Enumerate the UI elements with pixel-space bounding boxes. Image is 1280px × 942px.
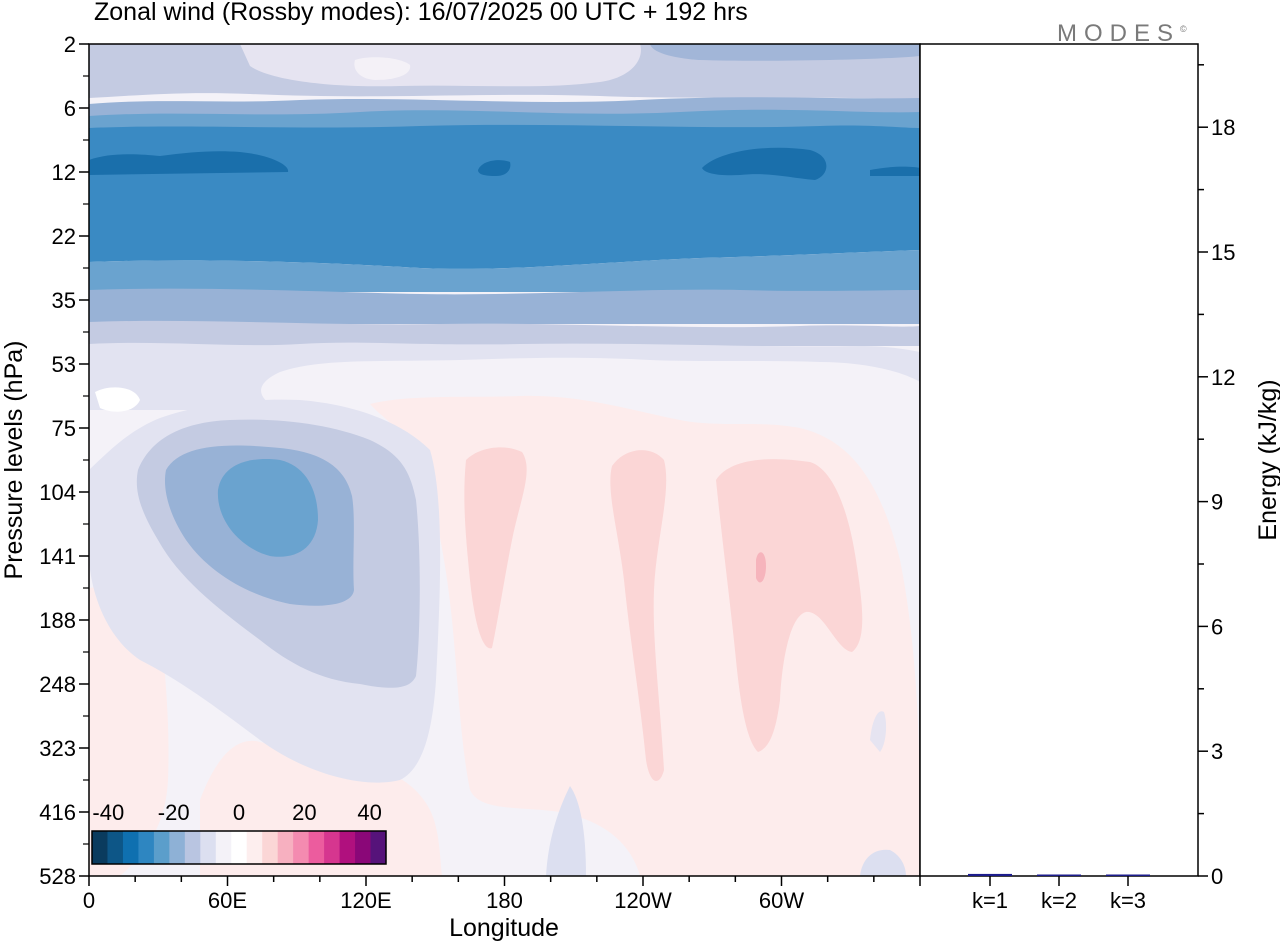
y-tick-label: 53 bbox=[52, 352, 76, 377]
colorbar-swatch bbox=[262, 831, 279, 864]
colorbar-swatch bbox=[308, 831, 325, 864]
trough-core bbox=[217, 459, 318, 557]
x-tick-label: 180 bbox=[486, 888, 523, 913]
band-30hpa bbox=[89, 250, 920, 292]
colorbar-swatch bbox=[138, 831, 155, 864]
colorbar-swatch bbox=[277, 831, 294, 864]
jet-core-east bbox=[702, 147, 827, 180]
y-tick-label: 35 bbox=[52, 288, 76, 313]
colorbar-swatch bbox=[200, 831, 217, 864]
energy-bar bbox=[1106, 874, 1150, 876]
energy-y-tick-label: 12 bbox=[1211, 365, 1235, 390]
y-tick-label: 104 bbox=[39, 480, 76, 505]
band-60hpa bbox=[89, 342, 920, 410]
jet-core-mid bbox=[478, 160, 511, 176]
energy-y-tick-label: 3 bbox=[1211, 739, 1223, 764]
energy-bars: k=1 k=2 k=3 bbox=[968, 873, 1150, 913]
jet-core-east-edge bbox=[870, 166, 920, 176]
brand-mark: © bbox=[1180, 24, 1187, 34]
longitude-axis: 0 60E 120E 180 120W 60W bbox=[83, 876, 921, 913]
colorbar-swatch bbox=[355, 831, 372, 864]
colorbar-swatch bbox=[246, 831, 263, 864]
negative-blob-south-1 bbox=[546, 786, 586, 876]
energy-axis-label: Energy (kJ/kg) bbox=[1254, 379, 1280, 540]
pressure-axis: 2 6 12 22 35 53 75 104 141 188 248 323 416 528 bbox=[39, 32, 89, 889]
colorbar-tick-label: 0 bbox=[233, 800, 245, 825]
energy-bar bbox=[968, 873, 1012, 876]
negative-blob-south-3 bbox=[870, 711, 887, 752]
y-tick-label: 22 bbox=[52, 224, 76, 249]
band-core bbox=[89, 124, 920, 269]
upper-tropo-white-patch bbox=[95, 387, 140, 412]
energy-category-label: k=3 bbox=[1110, 888, 1146, 913]
negative-blob-south-2 bbox=[860, 849, 906, 876]
colorbar-swatch bbox=[231, 831, 248, 864]
positive-tongue-1 bbox=[464, 447, 527, 649]
colorbar-swatch bbox=[324, 831, 341, 864]
y-tick-label: 248 bbox=[39, 672, 76, 697]
x-axis-label: Longitude bbox=[449, 914, 559, 942]
colorbar-tick-label: -20 bbox=[158, 800, 190, 825]
band-40hpa bbox=[89, 288, 920, 324]
positive-tongue-3 bbox=[716, 459, 863, 752]
energy-panel-frame bbox=[919, 43, 1199, 877]
y-tick-label: 12 bbox=[52, 160, 76, 185]
y-tick-label: 323 bbox=[39, 736, 76, 761]
y-tick-label: 6 bbox=[64, 96, 76, 121]
colorbar-swatch bbox=[215, 831, 232, 864]
y-tick-label: 188 bbox=[39, 608, 76, 633]
colorbar-swatch bbox=[370, 831, 387, 864]
colorbar-swatch bbox=[293, 831, 310, 864]
energy-category-label: k=2 bbox=[1041, 888, 1077, 913]
colorbar: -40 -20 0 20 40 bbox=[91, 800, 387, 865]
colorbar-swatch bbox=[107, 831, 124, 864]
y-tick-label: 416 bbox=[39, 800, 76, 825]
energy-axis: 0 3 6 9 12 15 18 bbox=[1198, 64, 1235, 889]
energy-category-label: k=1 bbox=[972, 888, 1008, 913]
y-axis-label: Pressure levels (hPa) bbox=[0, 341, 28, 580]
energy-y-tick-label: 18 bbox=[1211, 115, 1235, 140]
y-tick-label: 528 bbox=[39, 864, 76, 889]
colorbar-tick-label: 20 bbox=[292, 800, 316, 825]
colorbar-swatch bbox=[339, 831, 356, 864]
colorbar-swatch bbox=[92, 831, 108, 864]
energy-bar bbox=[1037, 874, 1081, 876]
chart-title: Zonal wind (Rossby modes): 16/07/2025 00… bbox=[94, 0, 748, 26]
brand-logo: MODES© bbox=[1057, 20, 1187, 48]
colorbar-swatch bbox=[184, 831, 201, 864]
x-tick-label: 120W bbox=[614, 888, 672, 913]
x-tick-label: 120E bbox=[340, 888, 391, 913]
colorbar-tick-label: -40 bbox=[92, 800, 124, 825]
contour-plot bbox=[89, 44, 920, 876]
colorbar-frame bbox=[91, 830, 387, 865]
band-upper-blue-patch bbox=[650, 44, 920, 61]
y-tick-label: 75 bbox=[52, 416, 76, 441]
y-tick-label: 141 bbox=[39, 544, 76, 569]
band-45hpa bbox=[89, 320, 920, 346]
x-tick-label: 60W bbox=[759, 888, 804, 913]
brand-name: MODES bbox=[1057, 20, 1181, 47]
positive-max bbox=[756, 552, 766, 583]
colorbar-swatch bbox=[122, 831, 139, 864]
energy-y-tick-label: 15 bbox=[1211, 240, 1235, 265]
colorbar-swatch bbox=[153, 831, 170, 864]
colorbar-tick-label: 40 bbox=[357, 800, 381, 825]
band-upper-white-patch bbox=[240, 44, 641, 87]
energy-y-tick-label: 0 bbox=[1211, 864, 1223, 889]
band-upper-whitest-patch bbox=[354, 57, 411, 80]
energy-y-tick-label: 9 bbox=[1211, 490, 1223, 515]
jet-core-west bbox=[89, 151, 289, 175]
x-tick-label: 60E bbox=[208, 888, 247, 913]
x-tick-label: 0 bbox=[83, 888, 95, 913]
energy-y-tick-label: 6 bbox=[1211, 614, 1223, 639]
colorbar-swatch bbox=[169, 831, 186, 864]
positive-tongue-2 bbox=[610, 450, 667, 781]
y-tick-label: 2 bbox=[64, 32, 76, 57]
